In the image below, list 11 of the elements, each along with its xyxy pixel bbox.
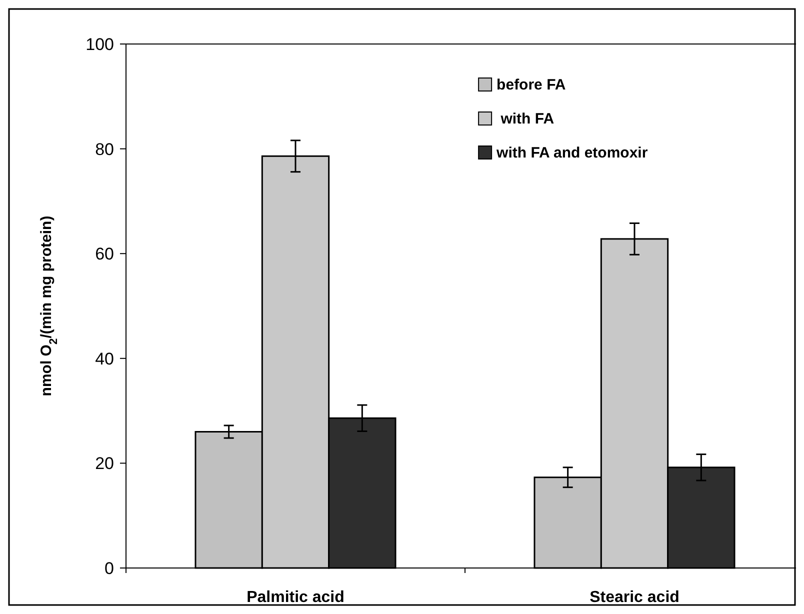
y-tick-label: 80 — [95, 140, 114, 159]
y-tick-label: 100 — [86, 34, 114, 54]
x-tick-label: Palmitic acid — [246, 589, 344, 606]
y-tick-label: 60 — [95, 244, 114, 264]
y-tick-label: 20 — [95, 454, 114, 474]
y-tick-label: 0 — [104, 558, 114, 578]
legend-label: with FA — [496, 110, 554, 128]
x-tick-label: Stearic acid — [590, 589, 680, 606]
legend-label: with FA and etomoxir — [496, 144, 648, 162]
legend-label: before FA — [496, 76, 566, 94]
y-tick-label: 40 — [95, 349, 114, 368]
